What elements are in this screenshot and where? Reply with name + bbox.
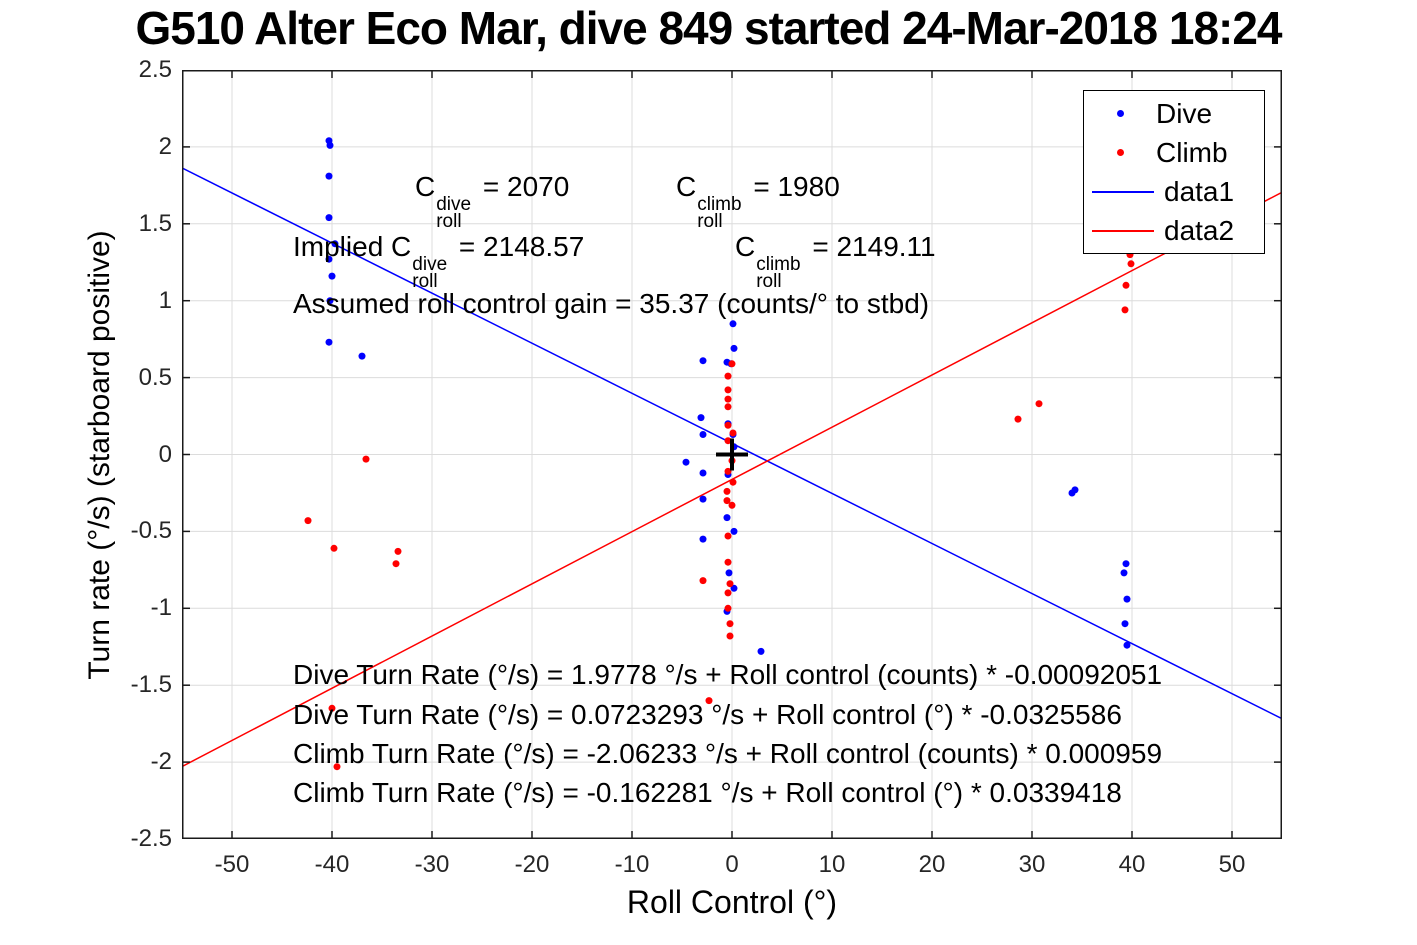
legend-label-dive: Dive (1156, 97, 1213, 129)
data1-line-marker-icon (1084, 190, 1164, 193)
croll-dive-value: = 2070 (475, 171, 570, 202)
fit-line-climb-counts: Climb Turn Rate (°/s) = -2.06233 °/s + R… (293, 738, 1163, 769)
climb-points (304, 251, 1135, 771)
x-tick-label: -50 (214, 851, 250, 878)
implied-climb-sub: roll (756, 271, 782, 292)
fit-line-climb-deg: Climb Turn Rate (°/s) = -0.162281 °/s + … (293, 777, 1122, 808)
croll-dive-sub: roll (436, 211, 462, 232)
x-tick-label: 30 (1018, 851, 1046, 878)
legend-item-data1: data1 (1084, 172, 1264, 211)
legend-label-data1: data1 (1164, 175, 1235, 207)
y-tick-label: 2 (158, 132, 172, 160)
croll-dive-subsup: dive roll (436, 194, 472, 232)
legend-item-dive: Dive (1084, 94, 1264, 133)
legend-label-climb: Climb (1156, 136, 1228, 168)
x-tick-label: -40 (314, 851, 350, 878)
y-tick-label: 1 (158, 286, 172, 314)
y-tick-label: -1.5 (130, 671, 172, 699)
y-tick-label: -2 (150, 748, 172, 776)
y-tick-label: 1.5 (138, 209, 172, 237)
implied-dive-subsup: dive roll (412, 254, 448, 292)
data2-line-marker-icon (1084, 229, 1164, 232)
legend-label-data2: data2 (1164, 214, 1235, 246)
x-tick-label: 20 (918, 851, 946, 878)
y-tick-label: 2.5 (138, 56, 172, 83)
chart-title: G510 Alter Eco Mar, dive 849 started 24-… (135, 2, 1282, 54)
croll-climb-base: C (676, 171, 697, 202)
x-tick-label: 10 (818, 851, 846, 878)
x-tick-label: 0 (725, 851, 739, 878)
croll-climb-subsup: climb roll (697, 194, 742, 232)
legend: Dive Climb data1 data2 (1083, 90, 1265, 254)
implied-climb-sup: climb (756, 254, 801, 275)
implied-prefix: Implied (293, 231, 392, 262)
croll-climb-value: = 1980 (745, 171, 840, 202)
y-tick-label: 0.5 (138, 363, 172, 391)
croll-climb-sub: roll (697, 211, 723, 232)
y-tick-label: -0.5 (130, 517, 172, 545)
croll-dive-sup: dive (436, 194, 472, 215)
croll-dive-base: C (415, 171, 436, 202)
x-tick-label: -10 (614, 851, 650, 878)
dive-dot-marker-icon (1084, 110, 1156, 117)
implied-climb-base: C (735, 231, 756, 262)
legend-item-data2: data2 (1084, 211, 1264, 250)
climb-dot-marker-icon (1084, 149, 1156, 156)
fit-line-dive-deg: Dive Turn Rate (°/s) = 0.0723293 °/s + R… (293, 699, 1122, 730)
y-tick-label: 0 (158, 440, 172, 468)
x-axis-label: Roll Control (°) (626, 884, 838, 920)
x-tick-label: 40 (1118, 851, 1146, 878)
implied-dive-value: = 2148.57 (451, 231, 585, 262)
implied-climb-subsup: climb roll (756, 254, 801, 292)
x-tick-label: -30 (414, 851, 450, 878)
y-tick-label: -1 (150, 594, 172, 622)
legend-item-climb: Climb (1084, 133, 1264, 172)
implied-climb-value: = 2149.11 (804, 231, 936, 262)
y-tick-label: -2.5 (130, 825, 172, 852)
x-tick-label: 50 (1218, 851, 1246, 878)
origin-plus-marker (716, 438, 748, 471)
implied-dive-sub: roll (412, 271, 438, 292)
implied-dive-base: C (391, 231, 412, 262)
implied-dive-sup: dive (412, 254, 448, 275)
fit-line-dive-counts: Dive Turn Rate (°/s) = 1.9778 °/s + Roll… (293, 659, 1163, 690)
gain-annotation: Assumed roll control gain = 35.37 (count… (293, 288, 930, 319)
croll-climb-sup: climb (697, 194, 742, 215)
x-tick-label: -20 (514, 851, 550, 878)
plot-area (182, 70, 1282, 839)
